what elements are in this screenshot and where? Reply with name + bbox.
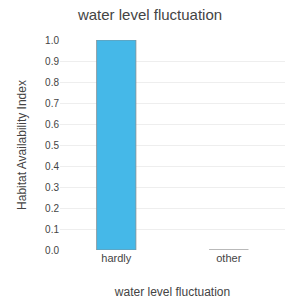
svg-text:Habitat Availability Index: Habitat Availability Index bbox=[15, 80, 29, 210]
svg-text:0.6: 0.6 bbox=[45, 119, 59, 130]
svg-text:0.5: 0.5 bbox=[45, 140, 59, 151]
svg-text:0.3: 0.3 bbox=[45, 182, 59, 193]
svg-text:water level fluctuation: water level fluctuation bbox=[114, 285, 230, 299]
svg-text:water level fluctuation: water level fluctuation bbox=[77, 6, 222, 23]
svg-text:0.9: 0.9 bbox=[45, 56, 59, 67]
svg-text:hardly: hardly bbox=[101, 252, 131, 264]
svg-text:0.7: 0.7 bbox=[45, 98, 59, 109]
svg-text:0.1: 0.1 bbox=[45, 224, 59, 235]
svg-text:0.2: 0.2 bbox=[45, 203, 59, 214]
svg-text:0.8: 0.8 bbox=[45, 77, 59, 88]
svg-text:other: other bbox=[216, 252, 241, 264]
svg-text:0.4: 0.4 bbox=[45, 161, 59, 172]
svg-text:1.0: 1.0 bbox=[45, 35, 59, 46]
svg-text:0.0: 0.0 bbox=[45, 245, 59, 256]
